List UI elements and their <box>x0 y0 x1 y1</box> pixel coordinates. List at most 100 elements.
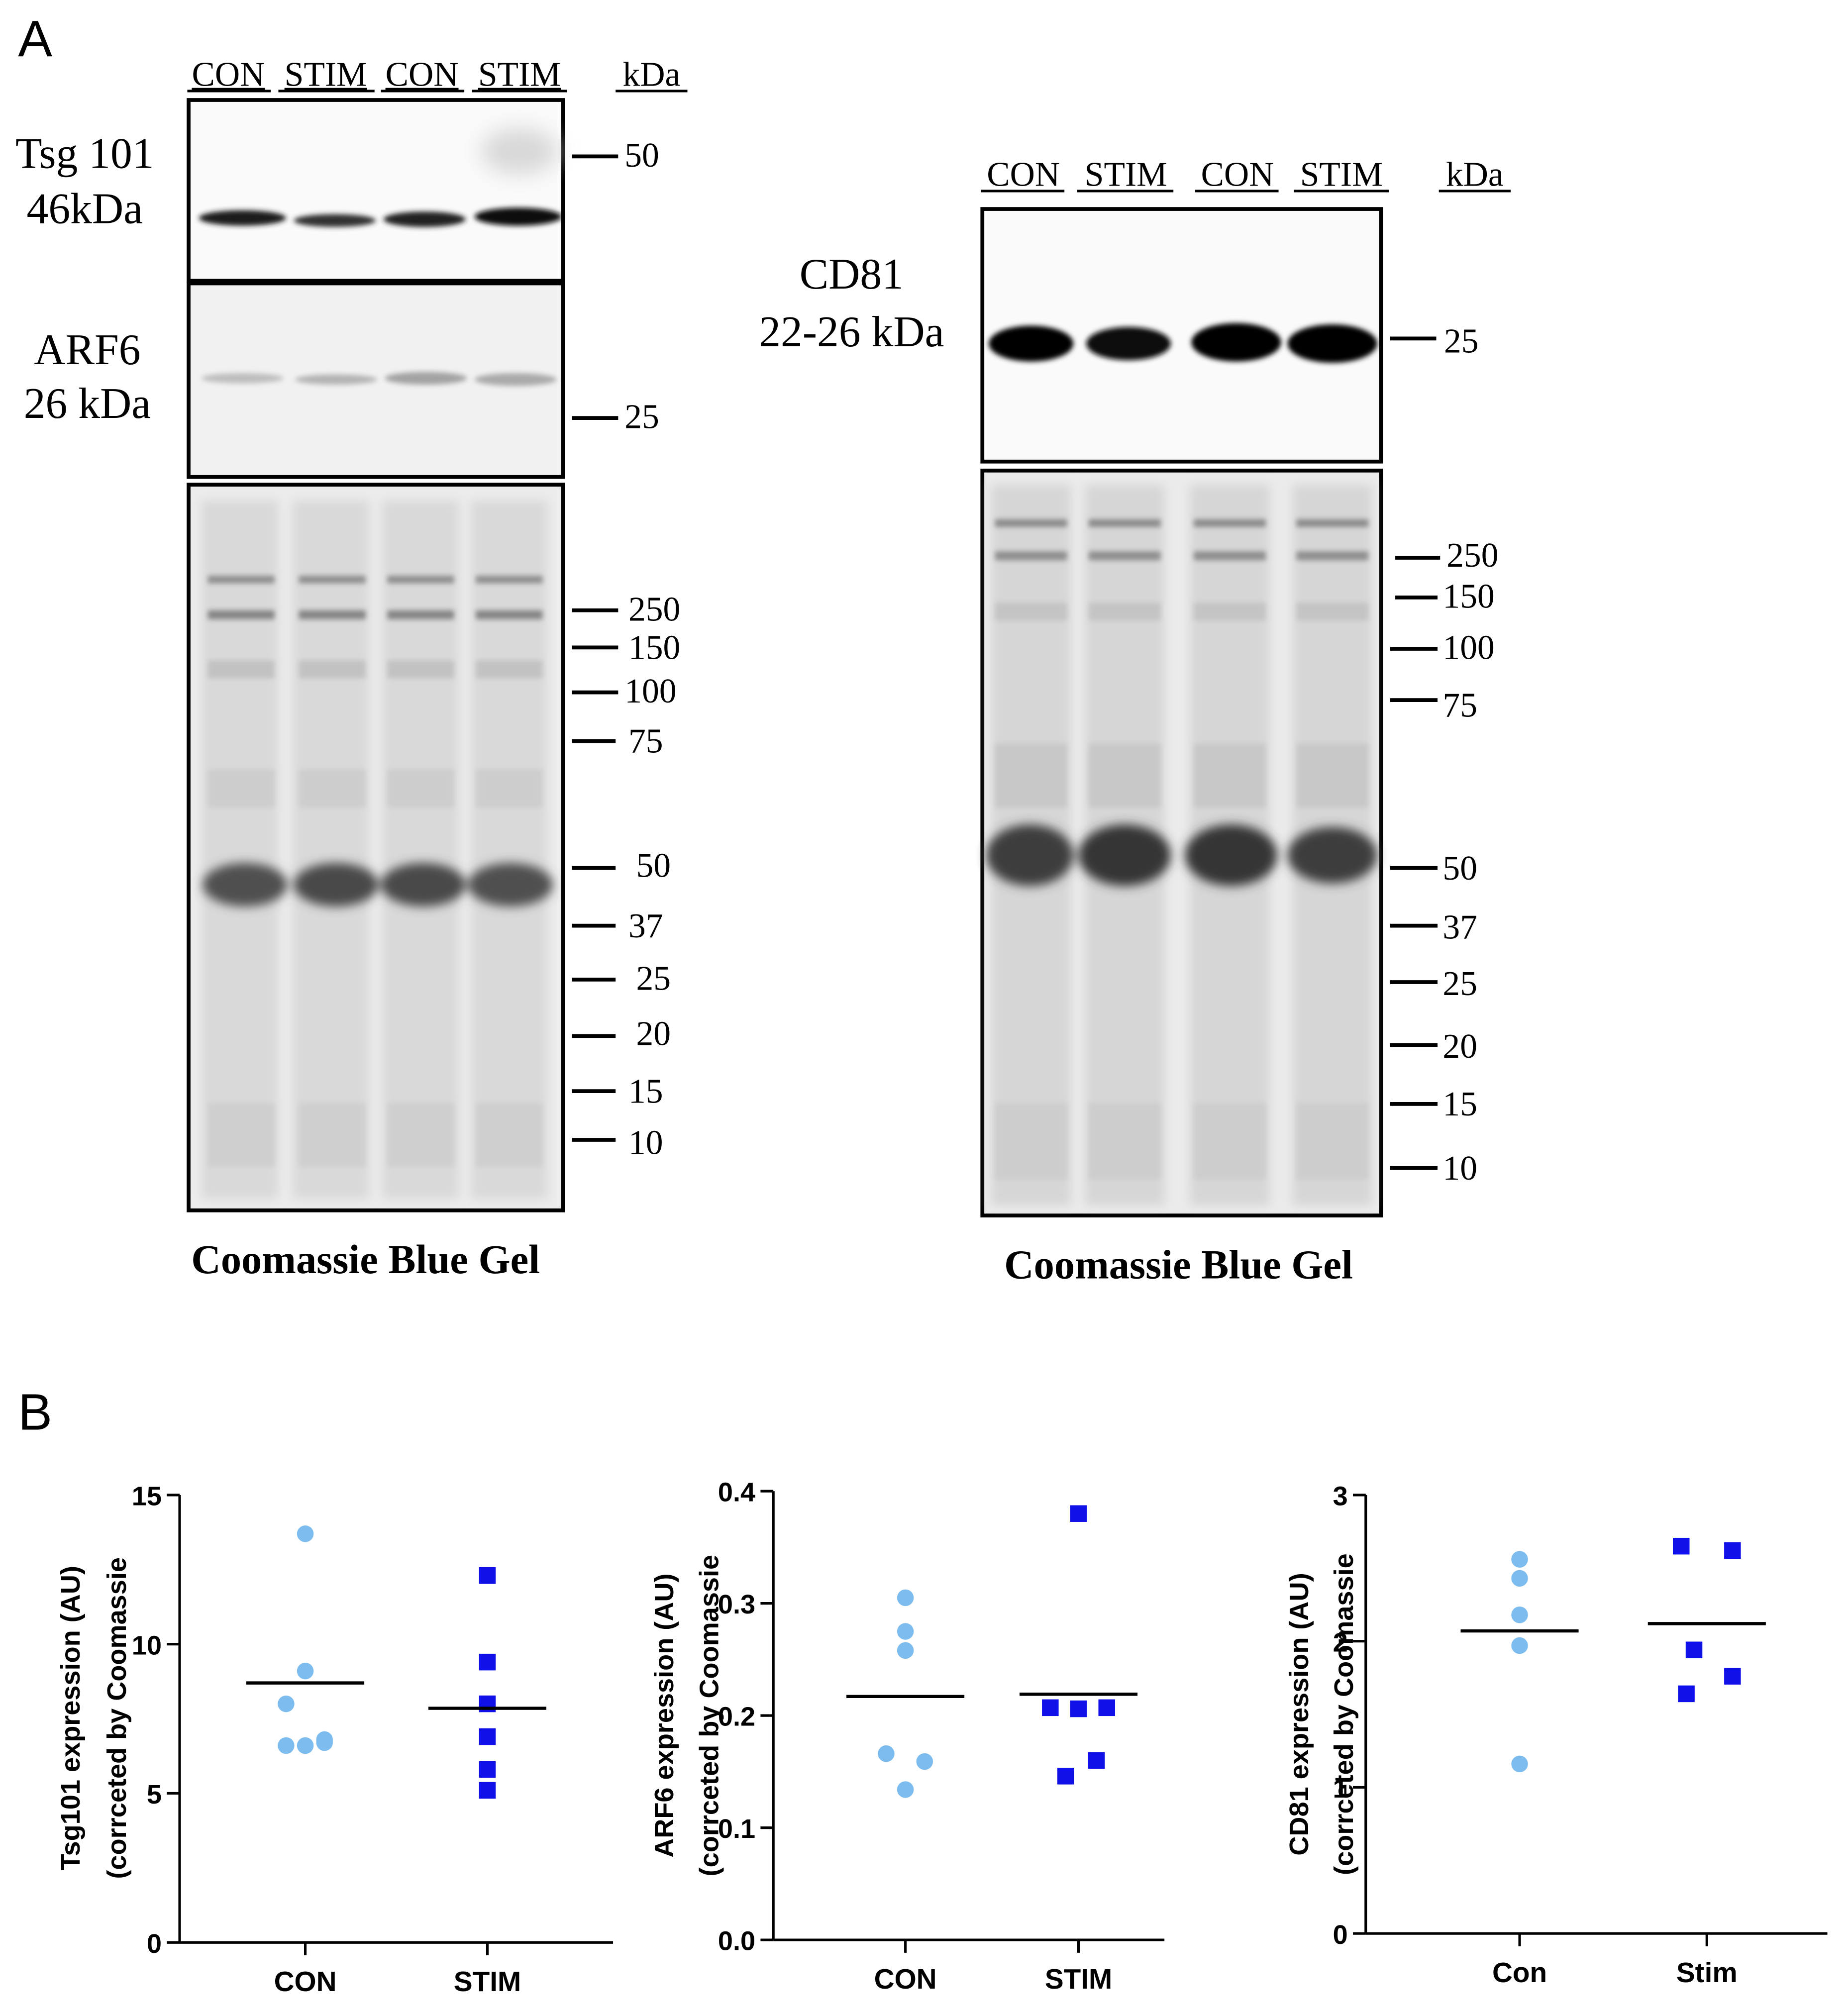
x-tick-label: Stim <box>1676 1957 1738 1989</box>
tsg101-blot: Tsg 101 46kDa 50 <box>15 98 659 283</box>
lane-label: STIM <box>478 56 561 94</box>
right-blot: CON STIM CON STIM kDa CD81 22-26 kDa 25 <box>759 156 1511 1287</box>
lane-label: CON <box>987 156 1060 194</box>
data-point-con <box>897 1642 914 1659</box>
data-point-stim <box>1070 1505 1087 1522</box>
cd81-blot: CD81 22-26 kDa 25 <box>759 207 1479 464</box>
lane-label: CON <box>386 56 459 94</box>
right-lane-headers: CON STIM CON STIM kDa <box>981 156 1511 194</box>
marker-label: 100 <box>624 672 676 710</box>
data-point-stim <box>1678 1685 1695 1703</box>
panel-a-label: A <box>18 10 52 67</box>
data-point-con <box>897 1589 914 1607</box>
data-point-stim <box>479 1782 496 1799</box>
gel-bands <box>207 576 543 1167</box>
marker-label: 37 <box>1442 908 1477 946</box>
marker-label: 15 <box>628 1072 663 1110</box>
marker-label: 75 <box>1442 687 1477 725</box>
data-point-con <box>1511 1570 1528 1587</box>
data-point-con <box>278 1737 295 1754</box>
marker-label: 25 <box>624 398 659 436</box>
marker-label: 50 <box>1442 849 1477 888</box>
x-tick-label: CON <box>274 1966 337 1998</box>
tsg101-name: Tsg 101 <box>15 129 154 178</box>
gel-bands <box>995 519 1368 1180</box>
y-tick-label: 3 <box>1333 1481 1348 1511</box>
lane-label: STIM <box>1300 156 1383 194</box>
marker-label: 50 <box>624 136 659 175</box>
marker-label: 250 <box>1446 536 1498 575</box>
data-point-con <box>297 1737 314 1754</box>
y-tick-label: 2 <box>1333 1627 1348 1657</box>
lane-label: CON <box>1201 156 1274 194</box>
x-tick-label: STIM <box>454 1966 521 1998</box>
data-point-con <box>897 1623 914 1640</box>
left-coomassie-gel: 250 150 100 75 50 37 25 20 15 10 Coomass… <box>187 483 680 1282</box>
x-tick-label: Con <box>1492 1957 1547 1989</box>
tsg101-size: 46kDa <box>27 184 143 232</box>
data-point-stim <box>1098 1699 1115 1716</box>
y-axis-label: (corrceted by Coomassie <box>102 1557 132 1879</box>
marker-label: 50 <box>636 847 671 885</box>
data-point-con <box>1511 1637 1528 1654</box>
data-point-stim <box>479 1653 496 1671</box>
data-point-con <box>297 1662 314 1680</box>
y-tick-label: 0.2 <box>718 1702 755 1732</box>
data-point-stim <box>1070 1700 1087 1717</box>
lane-label: STIM <box>285 56 367 94</box>
arf6-size: 26 kDa <box>24 379 151 427</box>
marker-label: 25 <box>636 959 671 998</box>
arf6-scatter-chart: 0.0 0.1 0.2 0.3 0.4 CON STIM ARF6 expression (A… <box>649 1478 1165 1995</box>
y-axis-label: (corrceted by Coomassie <box>1329 1553 1359 1875</box>
y-tick-label: 15 <box>132 1481 162 1511</box>
marker-label: 10 <box>1442 1149 1477 1188</box>
y-tick-label: 0.4 <box>718 1478 755 1508</box>
marker-label: 25 <box>1442 965 1477 1003</box>
data-point-stim <box>1724 1668 1741 1685</box>
data-point-stim <box>1042 1699 1059 1716</box>
y-axis-label: CD81 expression (AU) <box>1284 1573 1314 1855</box>
marker-label: 150 <box>628 629 680 667</box>
y-axis-label: (corrceted by Coomassie <box>694 1555 724 1877</box>
cd81-size: 22-26 kDa <box>759 307 944 356</box>
left-blot: CON STIM CON STIM kDa Tsg 101 46kDa <box>15 56 688 1282</box>
data-point-con <box>897 1781 914 1798</box>
kda-header: kDa <box>622 56 680 94</box>
y-tick-label: 0.0 <box>718 1926 755 1956</box>
arf6-name: ARF6 <box>34 325 140 374</box>
y-tick-label: 10 <box>132 1630 162 1660</box>
marker-label: 250 <box>628 590 680 628</box>
data-point-stim <box>479 1567 496 1584</box>
data-point-con <box>316 1734 333 1751</box>
data-point-stim <box>1724 1542 1741 1559</box>
right-gel-markers <box>1390 556 1440 1170</box>
cd81-name: CD81 <box>800 250 904 298</box>
marker-label: 100 <box>1442 629 1494 667</box>
y-tick-label: 1 <box>1333 1774 1348 1804</box>
arf6-blot: ARF6 26 kDa 25 <box>24 281 659 479</box>
marker-label: 15 <box>1442 1085 1477 1123</box>
left-gel-markers <box>572 608 618 1142</box>
y-tick-label: 0 <box>147 1929 162 1959</box>
lane-label: CON <box>192 56 265 94</box>
data-point-con <box>916 1753 933 1770</box>
y-axis-label: Tsg101 expression (AU) <box>56 1566 86 1870</box>
marker-label: 25 <box>1444 322 1479 361</box>
arf6-bands <box>201 372 557 386</box>
cd81-scatter-chart: 0 1 2 3 Con Stim CD81 expression (AU) (corrcete… <box>1284 1481 1828 1989</box>
data-point-con <box>1511 1607 1528 1623</box>
data-point-stim <box>479 1761 496 1778</box>
marker-label: 37 <box>628 907 663 945</box>
data-point-con <box>878 1745 895 1762</box>
kda-header: kDa <box>1446 156 1504 194</box>
marker-label: 20 <box>1442 1027 1477 1066</box>
gel-caption: Coomassie Blue Gel <box>1004 1242 1353 1287</box>
marker-label: 150 <box>1442 578 1494 616</box>
marker-label: 20 <box>636 1014 671 1053</box>
cd81-bands <box>989 323 1377 363</box>
y-tick-label: 0 <box>1333 1920 1348 1950</box>
left-lane-headers: CON STIM CON STIM kDa <box>187 56 688 94</box>
data-point-stim <box>1057 1768 1074 1785</box>
data-point-con <box>1511 1755 1528 1773</box>
tsg101-bands <box>199 207 562 227</box>
